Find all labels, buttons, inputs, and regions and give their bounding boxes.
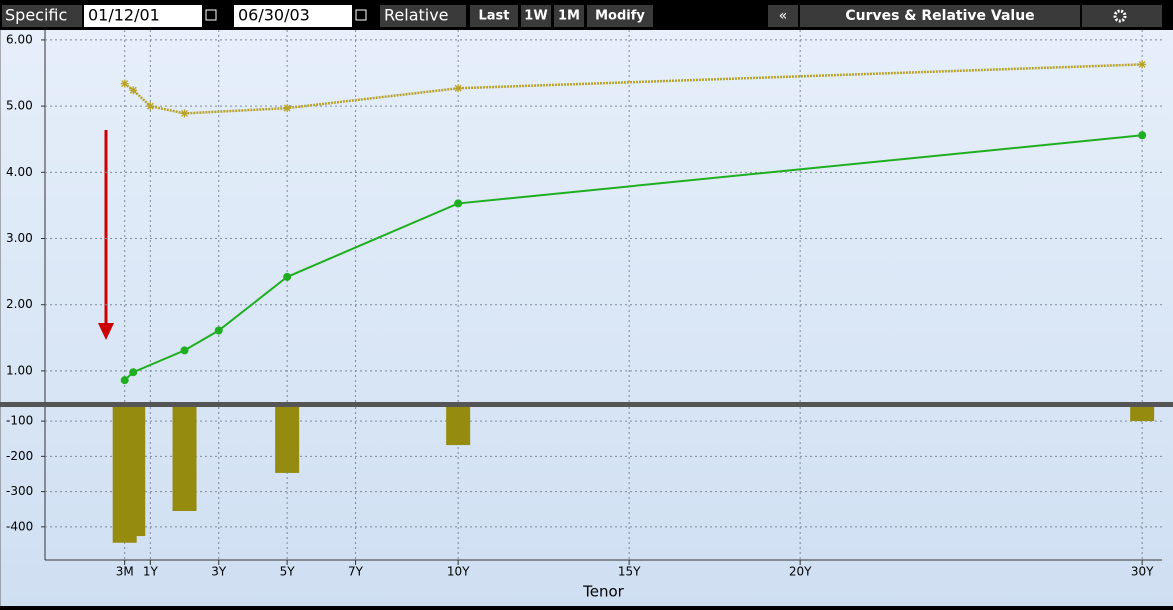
toolbar-button[interactable]: Last [478,9,509,24]
star-marker [1138,60,1147,69]
toolbar: Specific 01/12/01 06/30/03 Relative Last… [0,0,1173,30]
y-tick-label: 2.00 [6,297,33,311]
y-tick-label: -400 [6,519,33,533]
star-marker [129,86,138,95]
star-marker [454,84,463,93]
title-bar [800,5,1080,27]
bar [121,407,146,537]
collapse-button[interactable] [768,5,798,27]
toolbar-button-bg[interactable] [470,5,518,27]
x-tick-label: 5Y [280,565,296,579]
bar [1130,407,1155,422]
y-tick-label: 3.00 [6,231,33,245]
bar [172,407,197,511]
mode-button[interactable] [2,5,82,27]
y-tick-label: 5.00 [6,99,33,113]
x-tick-label: 3M [116,565,134,579]
toolbar-button[interactable]: 1M [558,9,580,24]
relative[interactable]: Relative [384,6,449,25]
x-tick-label: 15Y [618,565,641,579]
x-tick-label: 30Y [1131,565,1154,579]
collapse[interactable]: « [779,8,788,24]
arrow-head [98,323,114,340]
start-date-box[interactable] [84,5,202,27]
panel-divider [0,402,1173,407]
toolbar-button-bg[interactable] [554,5,584,27]
end-date[interactable]: 06/30/03 [238,6,310,25]
end-date-box[interactable] [234,5,352,27]
star-marker [146,102,155,111]
star-marker [120,79,129,88]
gear-icon[interactable] [1113,9,1127,23]
settings-button[interactable] [1082,5,1162,27]
toolbar-button[interactable]: Modify [595,9,645,24]
toolbar-button[interactable]: 1W [524,9,547,24]
toolbar-button-bg[interactable] [521,5,551,27]
y-tick-label: -200 [6,449,33,463]
point-marker [283,272,292,281]
y-tick-label: -100 [6,414,33,428]
star-marker [180,109,189,118]
point-marker [180,346,189,355]
x-tick-label: 20Y [789,565,812,579]
chart-bg [0,30,1173,606]
x-axis-title: Tenor [582,583,625,601]
bar [446,407,471,446]
x-tick-label: 1Y [143,565,159,579]
x-tick-label: 7Y [348,565,364,579]
y-tick-label: 6.00 [6,32,33,46]
calendar-icon[interactable] [205,9,217,21]
bar [275,407,300,473]
y-tick-label: -300 [6,484,33,498]
point-marker [129,368,138,377]
point-marker [120,376,129,385]
x-tick-label: 10Y [447,565,470,579]
point-marker [454,199,463,208]
y-tick-label: 1.00 [6,363,33,377]
start-date[interactable]: 01/12/01 [88,6,160,25]
point-marker [1138,131,1147,140]
mode[interactable]: Specific [5,6,67,25]
calendar-icon[interactable] [355,9,367,21]
x-tick-label: 3Y [211,565,227,579]
y-tick-label: 4.00 [6,165,33,179]
window-title: Curves & Relative Value [845,8,1034,24]
point-marker [214,326,223,335]
star-marker [283,104,292,113]
relative-button[interactable] [380,5,466,27]
toolbar-button-bg[interactable] [587,5,653,27]
